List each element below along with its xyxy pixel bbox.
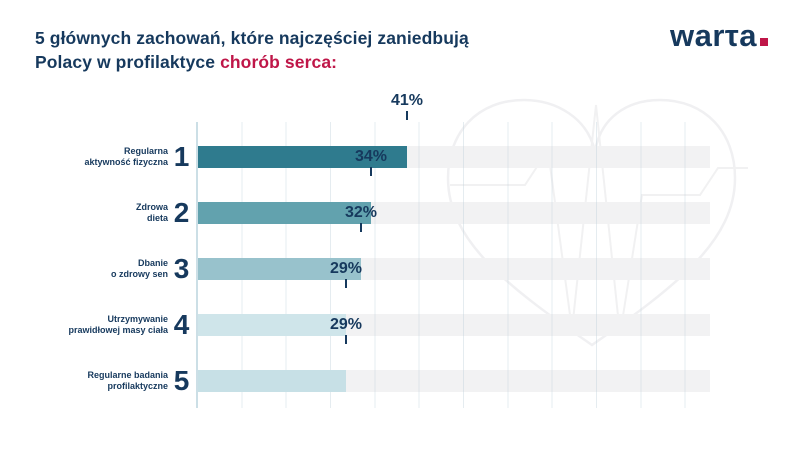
warta-logo: warτa [670, 20, 768, 51]
chart-row: Dbanie o zdrowy sen 3 32% [0, 204, 800, 284]
value-tick-icon [360, 223, 362, 232]
rank-number: 1 [173, 141, 190, 172]
value-label: 29% [329, 260, 363, 277]
rank-number: 2 [173, 197, 190, 228]
value-label: 41% [390, 92, 424, 109]
category-label: Regularne badania profilaktyczne [87, 369, 168, 391]
value-tick-icon [370, 167, 372, 176]
warta-logo-dot-icon [760, 38, 768, 46]
category-label: Zdrowa dieta [135, 201, 168, 223]
rank-number: 3 [173, 253, 190, 284]
bar-fill [197, 146, 407, 168]
category-label: Regularna aktywność fizyczna [84, 145, 168, 167]
rank-number: 5 [173, 365, 190, 396]
title-line1: 5 głównych zachowań, które najczęściej z… [35, 28, 469, 48]
value-tick-icon [406, 111, 408, 120]
value-tick-icon [345, 279, 347, 288]
value-label: 29% [329, 316, 363, 333]
chart-row: Regularne badania profilaktyczne 5 29% [0, 316, 800, 396]
value-label: 32% [344, 204, 378, 221]
title-line2-prefix: Polacy w profilaktyce [35, 52, 221, 73]
y-axis-line [196, 122, 198, 408]
title-highlight: chorób serca: [220, 52, 338, 73]
chart-row: Utrzymywanie prawidłowej masy ciała 4 29… [0, 260, 800, 340]
chart-row: Regularna aktywność fizyczna 1 41% [0, 92, 800, 172]
page-title: 5 głównych zachowań, które najczęściej z… [35, 26, 469, 74]
bar-fill [197, 202, 371, 224]
bar-fill [197, 370, 346, 392]
category-label: Utrzymywanie prawidłowej masy ciała [68, 313, 168, 335]
rank-number: 4 [173, 309, 190, 340]
value-label: 34% [354, 148, 388, 165]
bar-fill [197, 258, 361, 280]
chart-row: Zdrowa dieta 2 34% [0, 148, 800, 228]
bar-fill [197, 314, 346, 336]
value-tick-icon [345, 335, 347, 344]
category-label: Dbanie o zdrowy sen [110, 257, 168, 279]
warta-logo-text: warτa [670, 18, 757, 53]
